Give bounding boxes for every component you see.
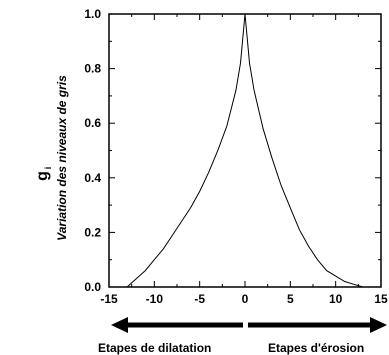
x-tick-label: -15 (100, 292, 118, 306)
y-axis-ticks: 0.0 0.2 0.4 0.6 0.8 1.0 (84, 7, 381, 294)
y-axis-symbol-subscript: i (43, 167, 53, 170)
series-line (126, 13, 364, 288)
x-tick-label: -5 (194, 292, 205, 306)
y-tick-label: 0.4 (84, 171, 101, 185)
x-tick-label: -10 (146, 292, 164, 306)
dilatation-label: Etapes de dilatation (98, 341, 211, 355)
x-tick-label: 0 (242, 292, 249, 306)
erosion-label: Etapes d'érosion (268, 341, 364, 355)
x-tick-label: 15 (374, 292, 388, 306)
y-axis-title: g i Variation des niveaux de gris (34, 75, 69, 241)
y-tick-label: 0.2 (84, 225, 101, 239)
y-tick-label: 1.0 (84, 7, 101, 21)
erosion-arrow (248, 317, 387, 333)
y-tick-label: 0.0 (84, 280, 101, 294)
y-tick-label: 0.8 (84, 62, 101, 76)
x-tick-label: 10 (329, 292, 343, 306)
y-axis-symbol: g (34, 171, 51, 181)
y-axis-label: Variation des niveaux de gris (55, 75, 69, 241)
y-tick-label: 0.6 (84, 116, 101, 130)
x-tick-label: 5 (287, 292, 294, 306)
dilatation-arrow (111, 317, 243, 333)
x-axis-ticks: -15 -10 -5 0 5 10 15 (100, 14, 388, 306)
plot-frame (108, 13, 382, 288)
